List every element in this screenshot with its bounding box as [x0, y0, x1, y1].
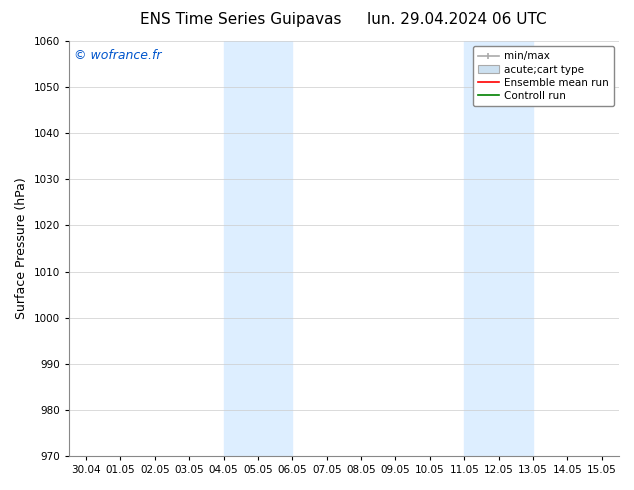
- Bar: [224, 41, 292, 456]
- Text: lun. 29.04.2024 06 UTC: lun. 29.04.2024 06 UTC: [366, 12, 547, 27]
- Text: ENS Time Series Guipavas: ENS Time Series Guipavas: [140, 12, 342, 27]
- Y-axis label: Surface Pressure (hPa): Surface Pressure (hPa): [15, 178, 28, 319]
- Bar: [464, 41, 533, 456]
- Text: © wofrance.fr: © wofrance.fr: [74, 49, 162, 62]
- Legend: min/max, acute;cart type, Ensemble mean run, Controll run: min/max, acute;cart type, Ensemble mean …: [472, 46, 614, 106]
